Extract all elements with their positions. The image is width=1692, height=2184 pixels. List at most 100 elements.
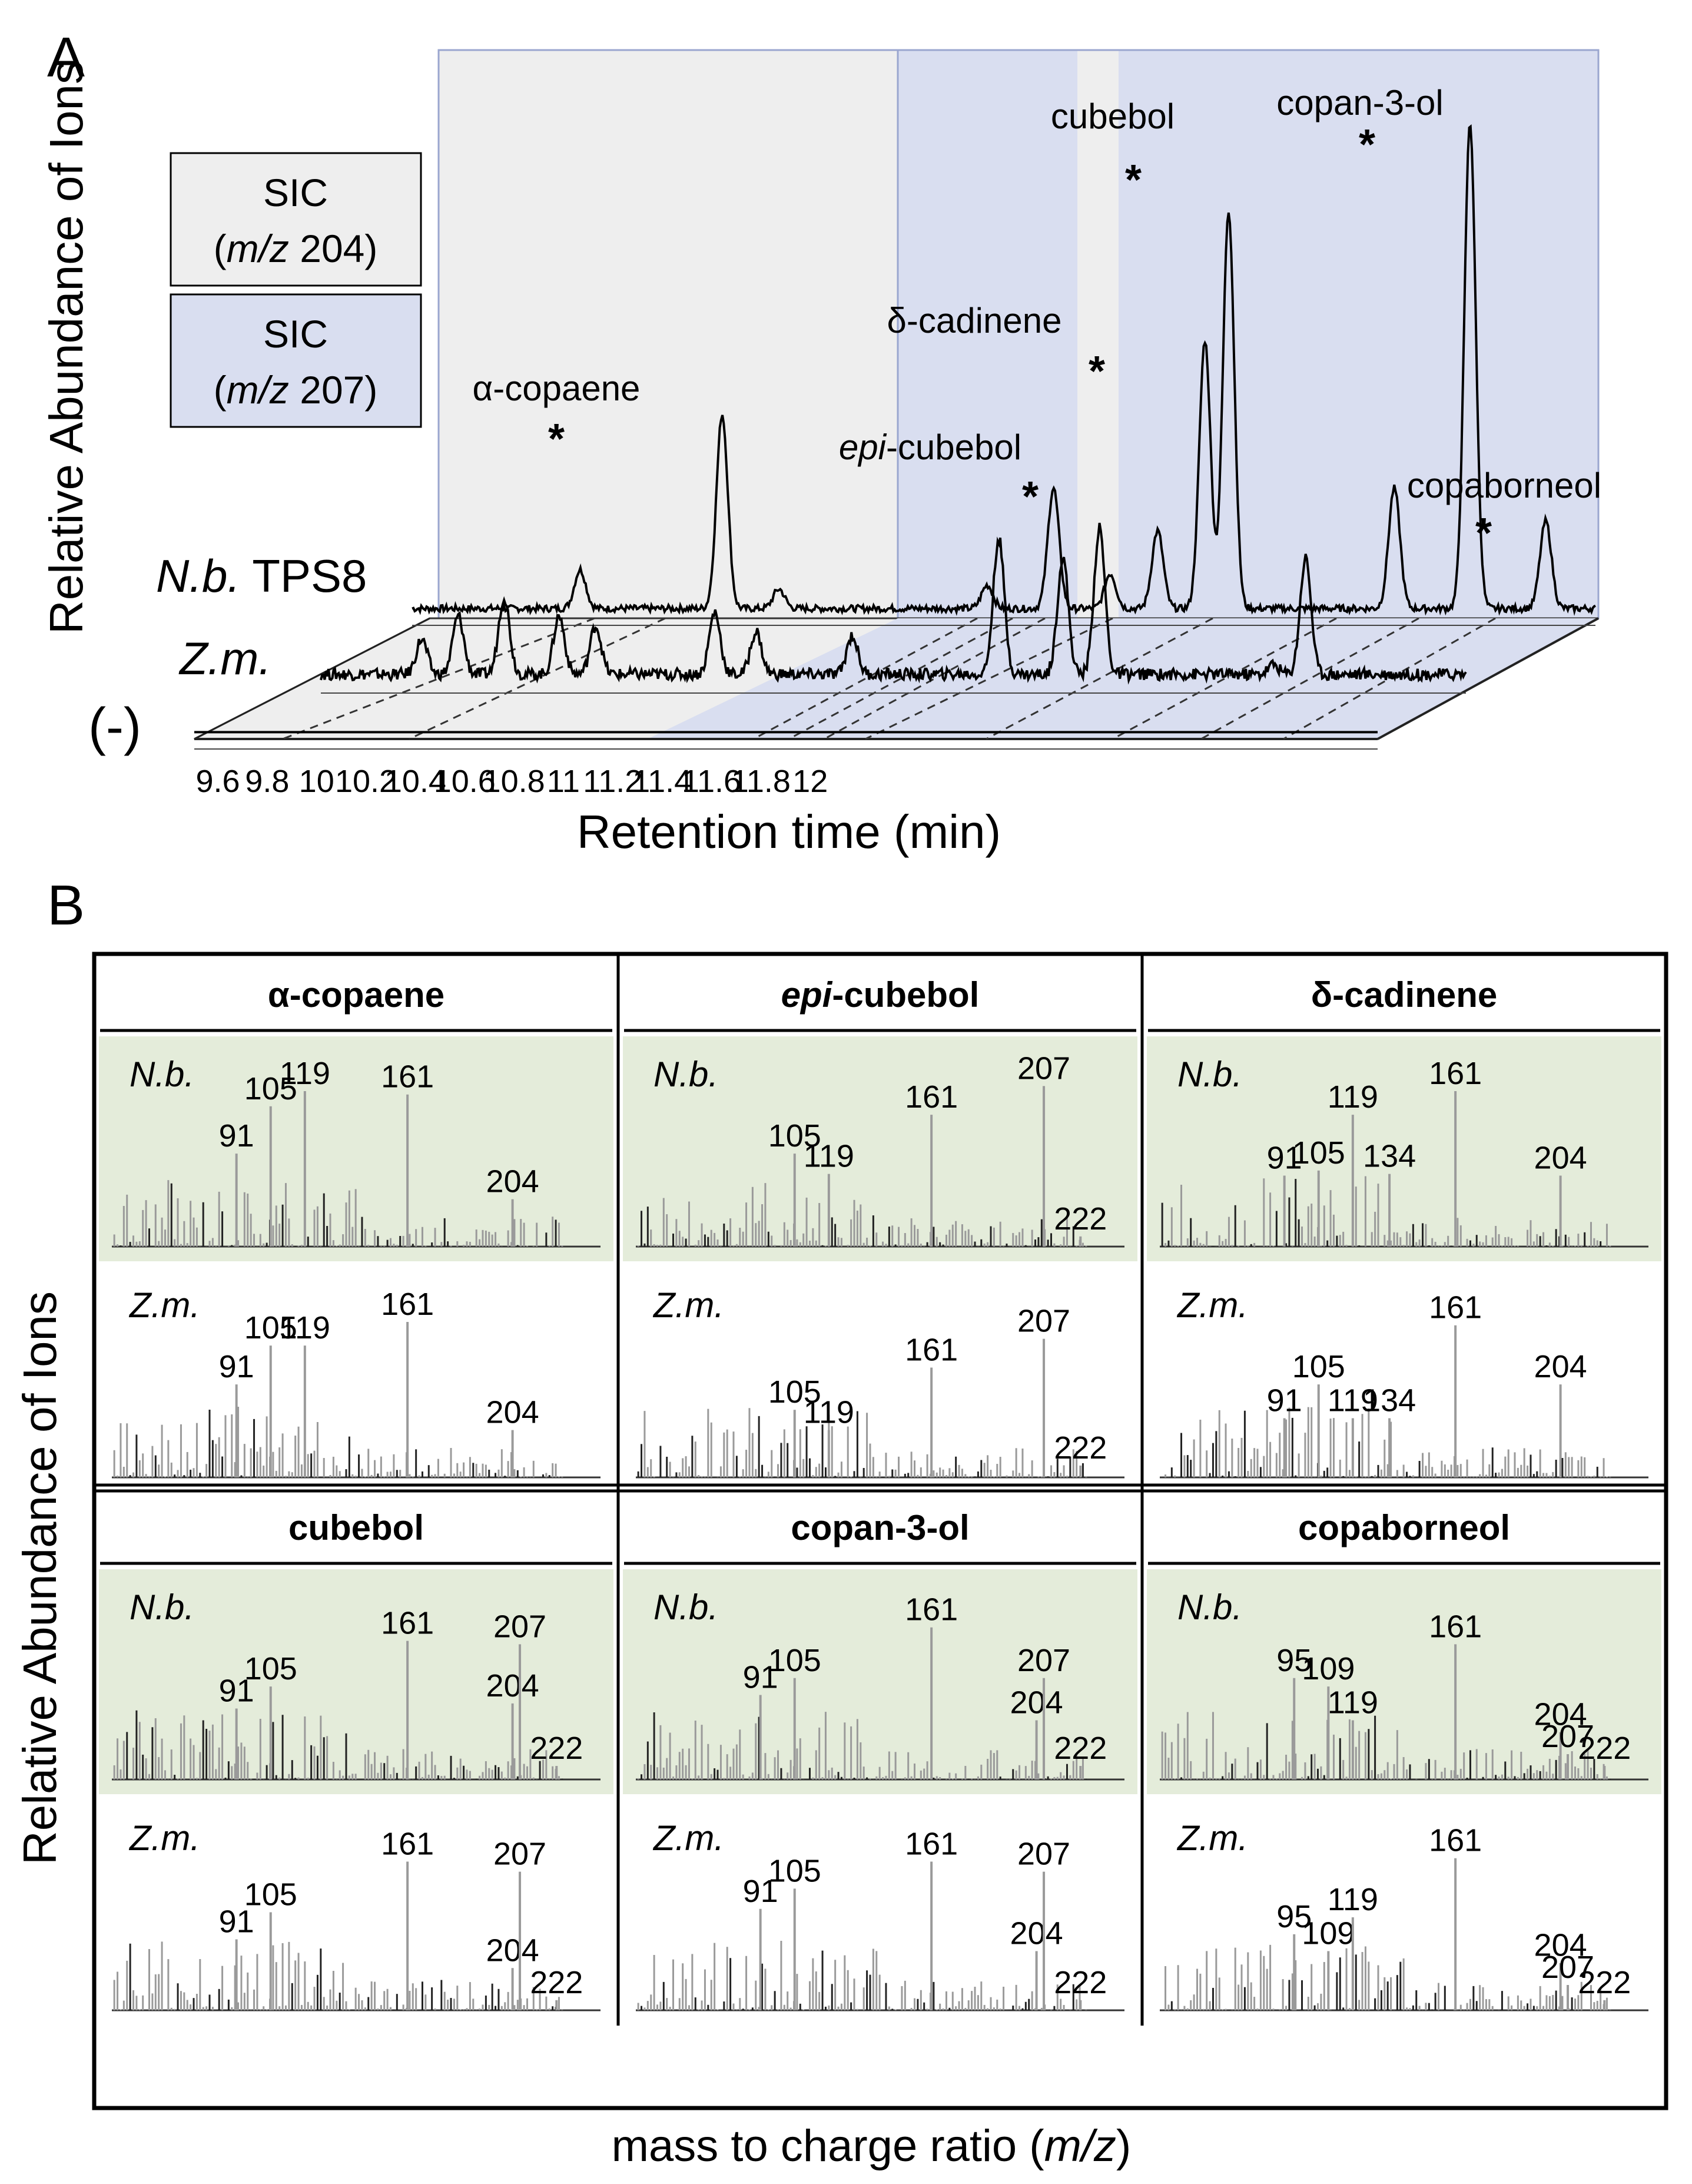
row-label-zm: Z.m. [1176,1285,1248,1325]
peak-mz-label: 161 [1429,1290,1482,1325]
x-tick-10: 10 [299,764,334,799]
panel-a-ylabel: Relative Abundance of Ions [40,61,92,634]
x-tick-10.4: 10.4 [384,764,446,799]
peak-mz-label: 204 [486,1668,539,1704]
legend-sic207-line2: (m/z 207) [214,368,378,412]
peak-mz-label: 119 [804,1139,854,1174]
row-label-zm: Z.m. [1176,1818,1248,1858]
legend-sic207-line1: SIC [263,312,328,356]
compound-title: epi-cubebol [781,975,980,1015]
spectrum-panel: cubebolN.b.91105161204207222Z.m.91105161… [99,1508,613,2011]
spectrum-panel: epi-cubebolN.b.105119161207222Z.m.105119… [616,954,1137,1493]
x-tick-9.6: 9.6 [195,764,240,799]
peak-mz-label: 134 [1363,1383,1416,1419]
peak-mz-label: 161 [905,1826,958,1861]
peak-mz-label: 222 [1578,1965,1631,2000]
row-label-zm: Z.m. [652,1818,724,1858]
row-label-nb: N.b. [130,1055,194,1094]
peak-mz-label: 161 [1429,1056,1482,1091]
legend-sic204-line1: SIC [263,171,328,214]
peak-mz-label: 222 [1054,1201,1107,1237]
peak-mz-label: 207 [1017,1837,1070,1872]
peak-mz-label: 91 [743,1660,778,1695]
panel-b-xlabel: mass to charge ratio (m/z) [612,2121,1132,2171]
x-tick-11.8: 11.8 [731,764,791,799]
peak-mz-label: 109 [1302,1651,1355,1686]
floor-dash [986,617,1213,740]
peak-mz-label: 161 [1429,1609,1482,1644]
peak-mz-label: 91 [219,1349,254,1384]
peak-mz-label: 105 [244,1651,297,1686]
compound-title: copan-3-ol [791,1508,969,1547]
peak-mz-label: 161 [905,1332,958,1367]
peak-mz-label: 204 [486,1395,539,1430]
peak-mz-label: 207 [1541,1719,1594,1754]
peak-mz-label: 119 [1328,1882,1378,1917]
compound-title: δ-cadinene [1311,975,1497,1015]
peak-label-d-cadinene: δ-cadinene [887,301,1062,340]
row-label-zm: Z.m. [128,1818,200,1858]
x-tick-10.8: 10.8 [483,764,545,799]
legend-sic204-line2: (m/z 204) [214,227,378,270]
peak-mz-label: 204 [1534,1140,1587,1175]
peak-star-d-cadinene: * [1089,348,1105,395]
peak-mz-label: 119 [280,1056,330,1091]
nb-backdrop [1147,1036,1661,1261]
peak-mz-label: 222 [530,1731,583,1766]
chromatogram-trace-zm [320,522,1467,685]
nb-backdrop [1147,1569,1661,1794]
compound-title: copaborneol [1298,1508,1510,1547]
spectrum-panel: copaborneolN.b.95109119161204207222Z.m.9… [1140,1487,1661,2026]
peak-mz-label: 105 [244,1877,297,1913]
peak-mz-label: 91 [219,1904,254,1939]
peak-mz-label: 204 [1534,1928,1587,1963]
peak-mz-label: 91 [219,1118,254,1154]
peak-mz-label: 222 [1054,1731,1107,1766]
peak-mz-label: 204 [486,1164,539,1199]
row-label-nb: N.b. [1177,1588,1242,1627]
x-tick-11.6: 11.6 [682,764,741,799]
floor-plane-blue [648,618,1598,739]
peak-label-epi-cubebol: epi-cubebol [839,427,1021,467]
peak-star-copaborneol: * [1475,510,1492,557]
peak-mz-label: 161 [905,1592,958,1628]
peak-mz-label: 161 [381,1287,434,1322]
x-tick-10.2: 10.2 [335,764,397,799]
panel-b-ylabel: Relative Abundance of Ions [14,1291,66,1865]
peak-mz-label: 207 [1017,1304,1070,1339]
trace-label-nb: N.b. TPS8 [156,550,367,602]
peak-star-cubebol: * [1125,157,1142,204]
x-tick-11.4: 11.4 [632,764,692,799]
peak-mz-label: 222 [530,1965,583,2000]
sic204-backdrop [437,49,899,619]
peak-mz-label: 119 [280,1310,330,1345]
peak-mz-label: 105 [244,1071,297,1106]
compound-title: α-copaene [268,975,444,1015]
row-label-nb: N.b. [1177,1055,1242,1094]
peak-mz-label: 105 [1292,1135,1345,1171]
row-label-nb: N.b. [130,1588,194,1627]
peak-star-epi-cubebol: * [1022,473,1039,521]
compound-title: cubebol [288,1508,424,1547]
peak-mz-label: 207 [1017,1050,1070,1086]
peak-mz-label: 119 [1328,1383,1378,1419]
peak-mz-label: 119 [804,1395,854,1430]
peak-mz-label: 222 [1578,1731,1631,1766]
spectra-frame [92,952,1668,2110]
peak-mz-label: 207 [1017,1643,1070,1678]
peak-mz-label: 161 [905,1079,958,1115]
spectrum-panel: copan-3-olN.b.91105161204207222Z.m.91105… [616,1487,1137,2026]
peak-mz-label: 109 [1302,1916,1355,1951]
peak-mz-label: 161 [381,1606,434,1641]
peak-mz-label: 105 [768,1118,821,1154]
peak-mz-label: 204 [486,1933,539,1968]
row-label-nb: N.b. [653,1588,718,1627]
row-label-nb: N.b. [653,1055,718,1094]
peak-mz-label: 105 [768,1374,821,1410]
row-label-zm: Z.m. [128,1285,200,1325]
panel-a-label: A [47,26,85,89]
peak-label-a-copaene: α-copaene [473,369,641,408]
peak-mz-label: 95 [1276,1899,1312,1934]
panel-a-xlabel: Retention time (min) [577,806,1001,858]
